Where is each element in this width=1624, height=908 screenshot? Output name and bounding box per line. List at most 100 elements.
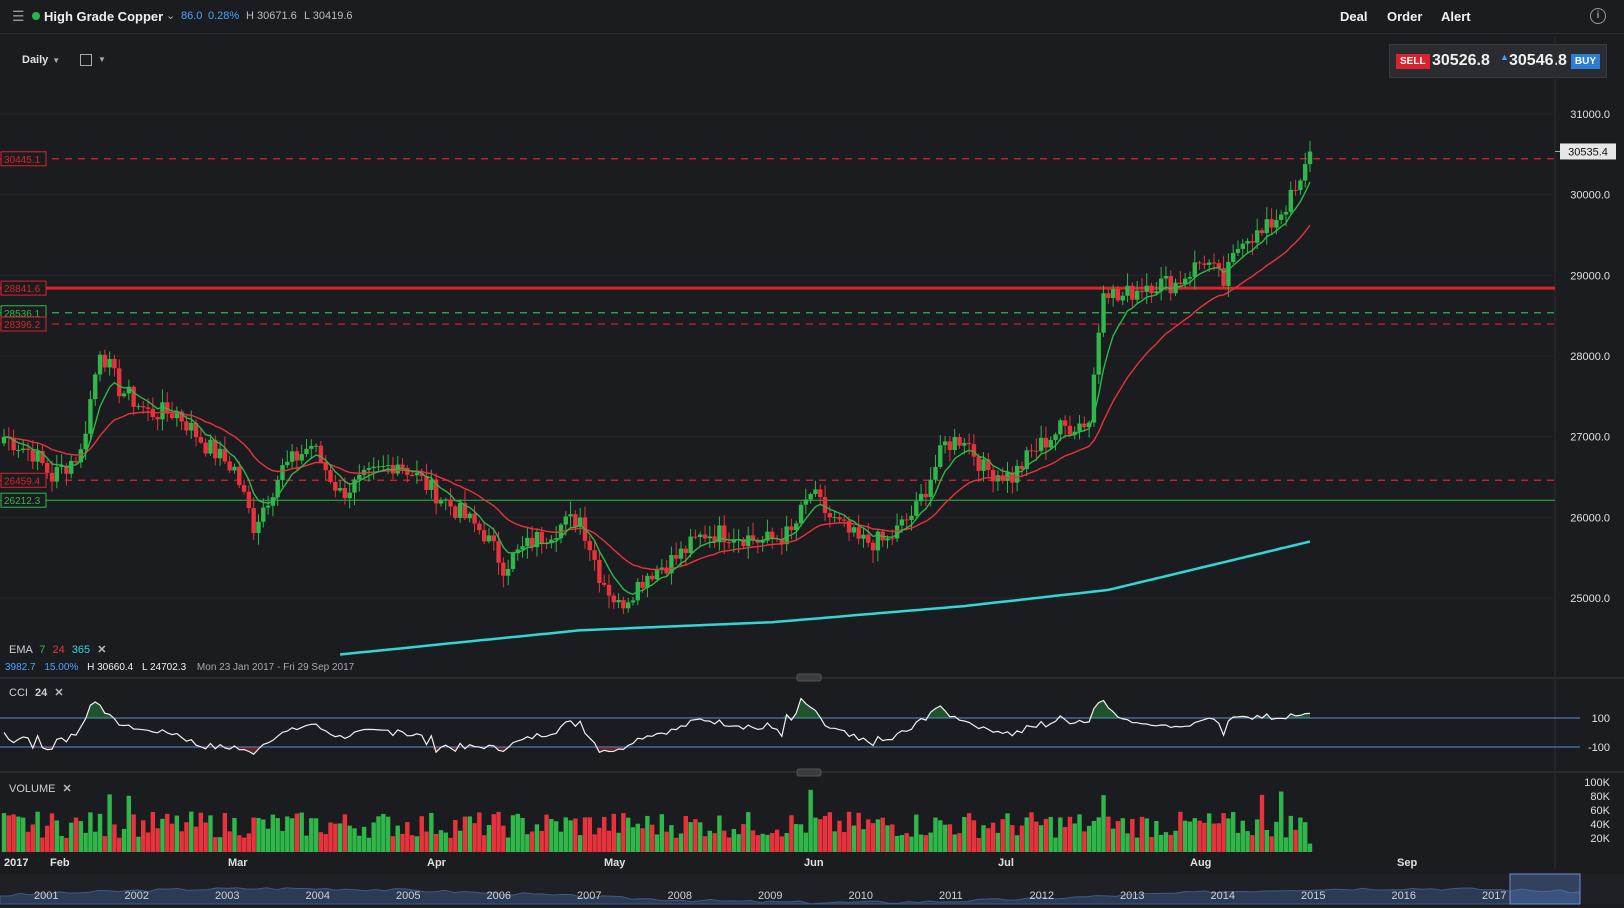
instrument-selector[interactable]: High Grade Copper (44, 9, 164, 24)
candle-body (1197, 262, 1202, 264)
candle-body (1211, 262, 1217, 264)
candle-body (625, 602, 631, 609)
cci-oversold-fill (599, 747, 605, 753)
chevron-down-icon[interactable]: ⌄ (166, 10, 176, 22)
candle-body (520, 546, 525, 550)
candle-body (957, 436, 962, 446)
candle-body (342, 488, 348, 499)
candle-body (117, 368, 122, 397)
volume-bar (1048, 816, 1053, 852)
ema-close-icon[interactable]: ✕ (97, 644, 107, 656)
volume-bar (21, 817, 26, 852)
cci-overbought-fill (90, 701, 96, 718)
volume-bar (405, 822, 410, 852)
volume-bar (1235, 832, 1241, 852)
volume-bar (64, 837, 69, 852)
volume-bar (6, 815, 12, 852)
candle-body (923, 493, 929, 498)
navigator-year-label: 2002 (125, 890, 149, 902)
candle-body (203, 442, 208, 454)
volume-bar (328, 822, 333, 852)
candle-body (976, 456, 981, 471)
sell-price[interactable]: 30526.8 (1432, 52, 1490, 69)
volume-bar (1187, 821, 1193, 852)
candle-body (337, 488, 343, 491)
candle-body (794, 523, 799, 531)
volume-bar (285, 816, 290, 852)
volume-bar (184, 822, 189, 852)
candle-body (256, 521, 261, 534)
info-icon[interactable]: i (1590, 8, 1606, 24)
volume-bar (1, 813, 7, 852)
volume-bar (30, 824, 36, 852)
candle-body (93, 374, 98, 400)
volume-bar (1192, 818, 1197, 852)
candle-body (1245, 241, 1250, 244)
chart-type-icon[interactable] (80, 54, 92, 66)
volume-bar (505, 837, 511, 852)
volume-bar (352, 828, 357, 852)
volume-bar (275, 818, 280, 852)
candle-body (909, 515, 914, 520)
volume-bar (712, 833, 717, 852)
sell-button[interactable]: SELL (1396, 54, 1430, 69)
navigator-year-label: 2004 (306, 890, 330, 902)
candle-body (1221, 267, 1226, 286)
volume-bar (601, 816, 607, 852)
volume-bar (1149, 837, 1154, 852)
volume-bar (846, 811, 852, 852)
order-button[interactable]: Order (1387, 9, 1423, 24)
range-percent: 15.00% (44, 662, 79, 673)
volume-bar (1010, 825, 1015, 852)
volume-bar (1139, 816, 1145, 852)
candle-body (88, 399, 93, 434)
ema-legend: EMA 7 24 365 ✕ (9, 643, 106, 656)
volume-bar (1115, 821, 1121, 852)
volume-tick-label: 20K (1590, 833, 1610, 845)
alert-button[interactable]: Alert (1441, 9, 1471, 24)
deal-button[interactable]: Deal (1340, 9, 1368, 24)
timeframe-selector[interactable]: Daily (22, 54, 49, 66)
candle-body (856, 527, 861, 539)
candle-body (798, 504, 804, 524)
cci-close-icon[interactable]: ✕ (54, 687, 64, 699)
candle-body (866, 534, 871, 543)
candle-body (131, 386, 136, 407)
volume-bar (1178, 811, 1183, 852)
candle-body (1072, 431, 1077, 435)
volume-bar (49, 813, 55, 852)
volume-bar (918, 834, 924, 852)
candle-body (525, 537, 530, 547)
ema-7-line (3, 181, 1311, 596)
candle-body (35, 450, 40, 462)
candle-body (678, 548, 684, 559)
buy-price[interactable]: 30546.8 (1509, 52, 1567, 69)
volume-bar (251, 817, 256, 852)
candle-body (107, 358, 112, 368)
volume-bar (400, 833, 405, 852)
timeframe-dropdown-icon[interactable]: ▼ (52, 56, 61, 65)
volume-bar (1043, 818, 1049, 852)
volume-bar (995, 832, 1001, 852)
candle-body (1058, 420, 1063, 435)
volume-bar (1067, 816, 1073, 852)
candle-body (1283, 211, 1289, 215)
buy-button[interactable]: BUY (1570, 54, 1600, 69)
price-level-label: 30445.1 (4, 155, 41, 166)
chart-type-dropdown-icon[interactable]: ▼ (98, 55, 106, 64)
volume-close-icon[interactable]: ✕ (62, 783, 72, 795)
time-tick-label: May (604, 857, 626, 869)
candle-body (986, 459, 991, 470)
cci-oversold-fill (248, 747, 254, 755)
candle-body (1293, 189, 1298, 191)
candle-body (1216, 263, 1221, 268)
volume-bar (1221, 813, 1226, 852)
candle-body (313, 445, 319, 447)
volume-bar (942, 824, 948, 852)
volume-bar (83, 832, 88, 852)
volume-bar (923, 835, 929, 852)
candle-body (30, 449, 36, 462)
navigator-year-label: 2009 (758, 890, 782, 902)
hamburger-menu-icon[interactable]: ☰ (12, 8, 25, 24)
